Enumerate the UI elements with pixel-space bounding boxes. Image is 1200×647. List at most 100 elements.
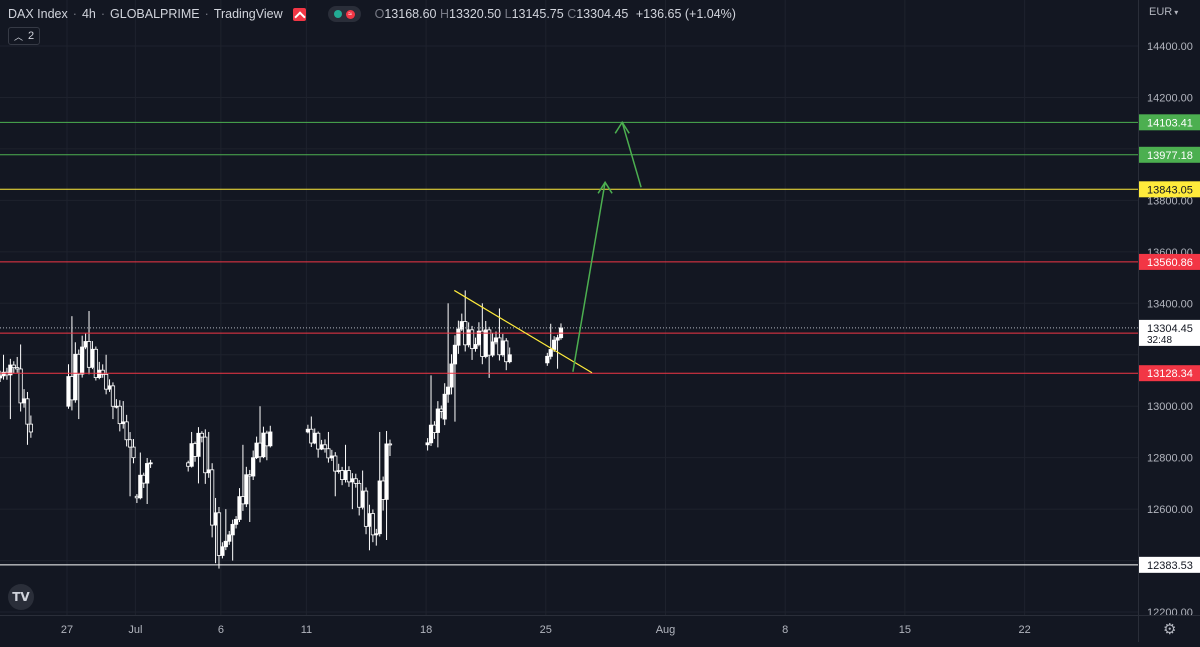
time-tick-label: 27: [61, 624, 73, 636]
candle-body: [206, 469, 211, 474]
candle-body: [83, 341, 88, 348]
candle-body: [446, 386, 451, 395]
candle-body: [425, 442, 430, 446]
candle-body: [148, 462, 153, 465]
candle-body: [138, 474, 143, 499]
candle-body: [189, 443, 194, 467]
price-level-badge: [1139, 181, 1200, 198]
arrow-head: [614, 120, 630, 134]
candle-body: [357, 483, 362, 508]
candle-body: [487, 329, 492, 356]
candle-body: [203, 436, 208, 474]
candle-body: [305, 428, 311, 433]
delayed-data-icon: ≈: [345, 9, 355, 19]
candle-body: [343, 470, 348, 480]
candle-body: [432, 424, 437, 433]
candle-body: [316, 432, 321, 450]
symbol-name[interactable]: DAX Index: [8, 7, 68, 21]
candle-body: [452, 344, 458, 365]
price-level-label: 12383.53: [1147, 560, 1193, 572]
candle-body: [545, 355, 550, 364]
last-price-label: 13304.45: [1147, 323, 1193, 335]
time-tick-label: 6: [218, 624, 224, 636]
price-level-badge: [1139, 114, 1200, 131]
horizontal-levels[interactable]: [0, 121, 1138, 566]
price-axis[interactable]: EUR ▾ 14400.00 14200.00 13800.00 13600.00 134…: [1138, 0, 1200, 615]
candle-body: [490, 341, 495, 356]
candle-body: [449, 363, 454, 388]
time-axis[interactable]: 27 Jul 6 11 18 25 Aug 8 15 22: [0, 615, 1138, 642]
market-status-pill[interactable]: ≈: [327, 6, 361, 22]
candle-body: [497, 337, 502, 356]
price-tick-label: 12200.00: [1147, 607, 1193, 615]
price-level-label: 13843.05: [1147, 184, 1193, 196]
candle-body: [247, 474, 252, 477]
flag-icon[interactable]: [292, 7, 306, 21]
drawings[interactable]: [453, 120, 642, 374]
candle-body: [360, 490, 365, 508]
candle-body: [387, 443, 393, 446]
candle-body: [240, 496, 246, 505]
candle-body: [367, 513, 372, 527]
candle-body: [555, 337, 560, 341]
candle-body: [196, 432, 201, 457]
candle-body: [124, 421, 129, 441]
price-tick-label: 12600.00: [1147, 504, 1193, 516]
candle-body: [374, 533, 379, 536]
candle-body: [76, 353, 81, 375]
candle-body: [251, 457, 256, 477]
countdown-label: 32:48: [1147, 335, 1172, 346]
candle-body: [145, 463, 150, 484]
open-value: 13168.60: [384, 7, 437, 21]
candle-body: [346, 470, 352, 483]
candle-body: [483, 329, 488, 357]
price-level-badge: [1139, 253, 1200, 270]
chart-plot-area[interactable]: [0, 0, 1138, 615]
currency-selector[interactable]: EUR ▾: [1149, 6, 1179, 18]
candle-body: [500, 340, 505, 356]
candle-body: [435, 408, 440, 433]
projection-arrow: [621, 122, 642, 188]
candle-body: [473, 344, 478, 349]
candle-body: [339, 470, 345, 480]
candle-body: [66, 376, 71, 407]
high-value: 13320.50: [449, 7, 502, 21]
candle-body: [28, 423, 33, 433]
candle-body: [69, 376, 75, 401]
price-tick-label: 13000.00: [1147, 401, 1193, 413]
time-tick-label: 25: [540, 624, 552, 636]
candle-body: [254, 442, 259, 459]
candle-body: [439, 408, 444, 412]
candle-body: [73, 353, 78, 401]
low-value: 13145.75: [511, 7, 564, 21]
candle-body: [319, 444, 324, 450]
candle-body: [548, 349, 553, 357]
candle-body: [25, 398, 30, 425]
candle-body: [244, 474, 249, 505]
candle-body: [107, 385, 112, 390]
candle-body: [141, 474, 146, 484]
candle-body: [199, 432, 204, 438]
candle-body: [233, 519, 239, 525]
price-tick-label: 14400.00: [1147, 41, 1193, 53]
price-tick-label: 13800.00: [1147, 195, 1193, 207]
tradingview-logo-icon[interactable]: TV: [8, 584, 34, 610]
indicators-toggle[interactable]: ︿ 2: [8, 27, 41, 45]
candle-body: [213, 512, 218, 526]
change-value: +136.65 (+1.04%): [635, 7, 736, 21]
gear-icon[interactable]: ⚙: [1163, 621, 1177, 638]
exchange-label: GLOBALPRIME: [110, 7, 200, 21]
price-level-label: 13560.86: [1147, 257, 1193, 269]
indicator-count: 2: [28, 30, 35, 42]
candle-body: [363, 490, 369, 527]
candle-body: [384, 443, 389, 500]
candle-body: [210, 469, 215, 526]
interval-label[interactable]: 4h: [81, 7, 96, 21]
candle-body: [100, 369, 105, 375]
price-level-badge: [1139, 556, 1200, 573]
candle-body: [442, 393, 447, 420]
candle-body: [326, 448, 331, 459]
candle-body: [504, 340, 509, 363]
price-tick-label: 13400.00: [1147, 298, 1193, 310]
candle-body: [186, 462, 191, 467]
